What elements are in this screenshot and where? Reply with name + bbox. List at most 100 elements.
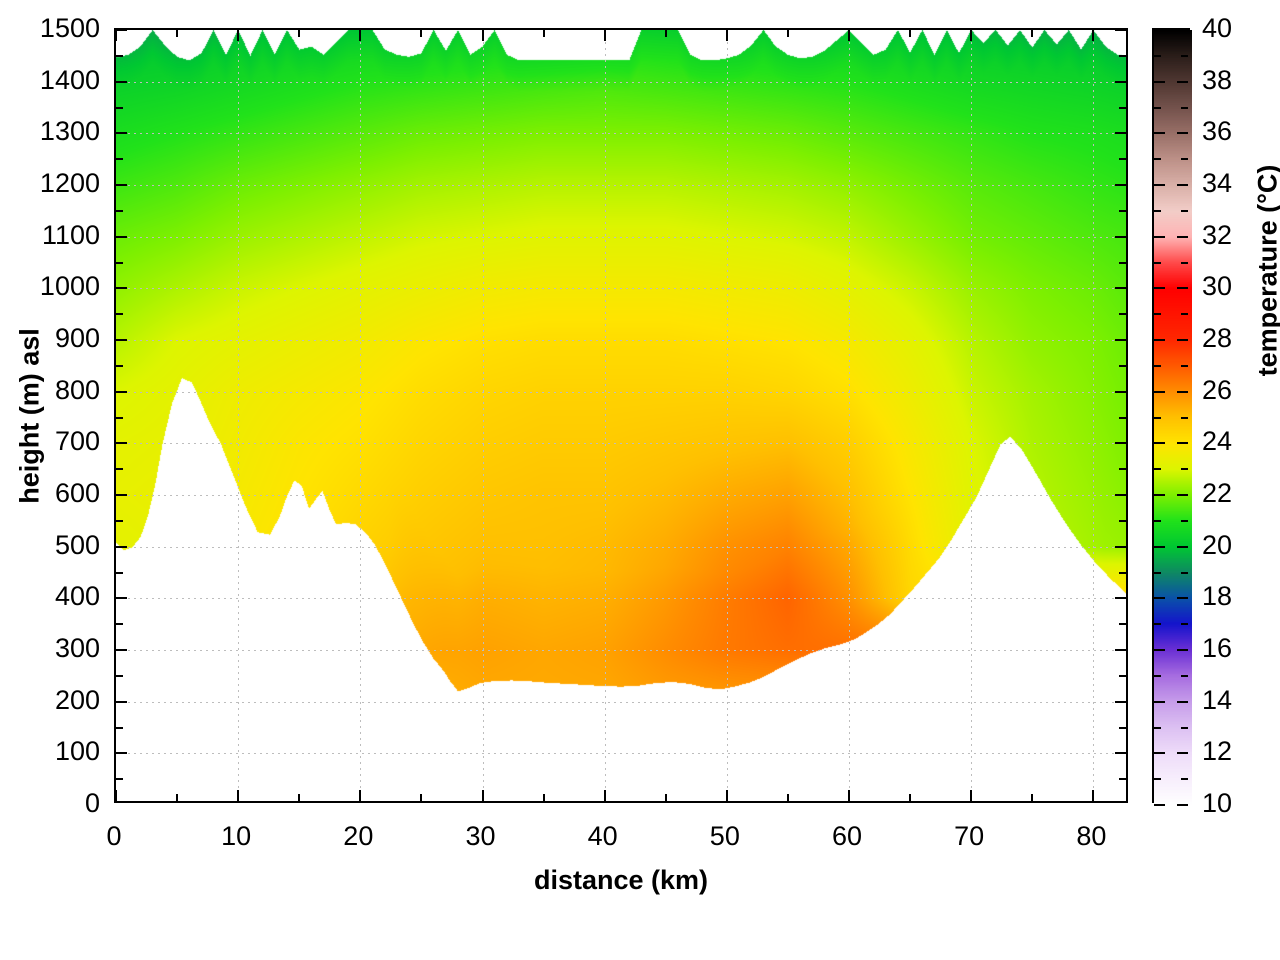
y-tick-label: 800 (54, 374, 100, 405)
colorbar-tick-label: 28 (1202, 323, 1233, 353)
y-tick-minor (116, 519, 123, 522)
x-tick-label: 70 (954, 821, 985, 851)
x-tick-label: 60 (831, 821, 863, 851)
x-tick-minor-top (664, 30, 667, 37)
colorbar-tick (1177, 184, 1188, 186)
colorbar-tick (1181, 261, 1188, 264)
y-tick-label: 1000 (39, 271, 100, 302)
x-tick-major-top (481, 30, 484, 41)
y-tick-minor-right (1119, 726, 1126, 729)
colorbar-tick (1154, 235, 1165, 238)
y-tick-major (116, 442, 127, 445)
y-tick-minor-right (1119, 623, 1126, 626)
y-tick-major (116, 700, 127, 703)
y-tick-label: 1100 (41, 219, 100, 250)
colorbar-tick (1154, 623, 1161, 626)
colorbar (1152, 28, 1192, 806)
colorbar-tick-label: 30 (1202, 271, 1233, 302)
colorbar-tick (1181, 468, 1188, 471)
colorbar-tick (1177, 29, 1188, 31)
y-tick-minor (116, 726, 123, 729)
y-tick-minor (116, 54, 123, 57)
y-tick-major-right (1115, 597, 1126, 600)
colorbar-tick (1154, 132, 1165, 135)
x-tick-major (237, 790, 240, 801)
x-tick-major-top (237, 30, 240, 41)
colorbar-tick (1154, 519, 1161, 522)
colorbar-tick-label: 18 (1202, 581, 1233, 612)
colorbar-tick-label: 14 (1202, 684, 1233, 715)
colorbar-tick-label: 34 (1202, 168, 1233, 198)
y-tick-minor-right (1119, 158, 1126, 161)
colorbar-tick (1177, 752, 1188, 755)
colorbar-tick-label: 38 (1202, 64, 1233, 95)
y-tick-minor-right (1119, 468, 1126, 471)
x-tick-major-top (725, 30, 728, 41)
colorbar-tick (1181, 571, 1188, 574)
x-tick-major-top (359, 30, 362, 41)
x-tick-label: 80 (1076, 821, 1107, 851)
y-tick-major (116, 649, 127, 651)
x-tick-major (970, 790, 973, 801)
colorbar-tick (1154, 390, 1165, 393)
y-tick-minor (116, 261, 123, 264)
y-tick-major-right (1115, 649, 1126, 651)
y-tick-major-right (1115, 545, 1126, 548)
y-tick-minor (116, 209, 123, 212)
x-tick-minor (298, 794, 301, 801)
y-tick-minor (116, 364, 123, 367)
colorbar-tick (1177, 649, 1188, 651)
colorbar-tick-label: 26 (1202, 374, 1233, 405)
y-tick-label: 1500 (39, 13, 100, 43)
colorbar-tick (1177, 390, 1188, 393)
y-tick-major (116, 287, 127, 290)
colorbar-tick (1177, 545, 1188, 548)
colorbar-tick (1154, 700, 1165, 703)
x-tick-label: 0 (106, 821, 122, 851)
colorbar-tick (1154, 106, 1161, 109)
x-tick-label: 40 (587, 821, 618, 851)
colorbar-tick (1177, 442, 1188, 445)
x-tick-minor (542, 794, 545, 801)
colorbar-title: temperature (°C) (1252, 164, 1280, 376)
colorbar-tick (1154, 442, 1165, 445)
x-tick-major (603, 790, 606, 801)
y-tick-major (116, 132, 127, 135)
x-tick-label: 10 (221, 821, 252, 851)
colorbar-tick (1181, 54, 1188, 57)
colorbar-tick (1181, 364, 1188, 367)
x-tick-label: 20 (343, 821, 374, 851)
y-tick-label: 0 (84, 788, 100, 818)
colorbar-tick (1154, 184, 1165, 186)
colorbar-tick (1154, 752, 1165, 755)
y-tick-minor-right (1119, 674, 1126, 677)
colorbar-tick (1181, 313, 1188, 316)
y-tick-minor-right (1119, 519, 1126, 522)
colorbar-tick (1177, 235, 1188, 238)
x-tick-minor (909, 794, 912, 801)
x-tick-minor-top (420, 30, 423, 37)
x-tick-major (725, 790, 728, 801)
y-tick-minor (116, 623, 123, 626)
y-tick-label: 900 (54, 323, 100, 353)
colorbar-tick (1154, 29, 1165, 31)
x-tick-minor-top (1031, 30, 1034, 37)
colorbar-tick (1154, 674, 1161, 677)
x-tick-minor-top (909, 30, 912, 37)
colorbar-tick (1181, 726, 1188, 729)
x-tick-major (1092, 790, 1095, 801)
x-tick-major (116, 790, 117, 801)
x-tick-major (359, 790, 362, 801)
y-tick-major-right (1115, 132, 1126, 135)
colorbar-tick (1181, 416, 1188, 419)
x-tick-minor (1031, 794, 1034, 801)
colorbar-tick (1154, 158, 1161, 161)
x-axis-title: distance (km) (533, 865, 709, 895)
colorbar-tick (1177, 597, 1188, 600)
y-tick-minor-right (1119, 209, 1126, 212)
colorbar-tick (1154, 545, 1165, 548)
colorbar-tick (1154, 597, 1165, 600)
y-tick-minor (116, 571, 123, 574)
y-tick-label: 700 (54, 426, 100, 457)
